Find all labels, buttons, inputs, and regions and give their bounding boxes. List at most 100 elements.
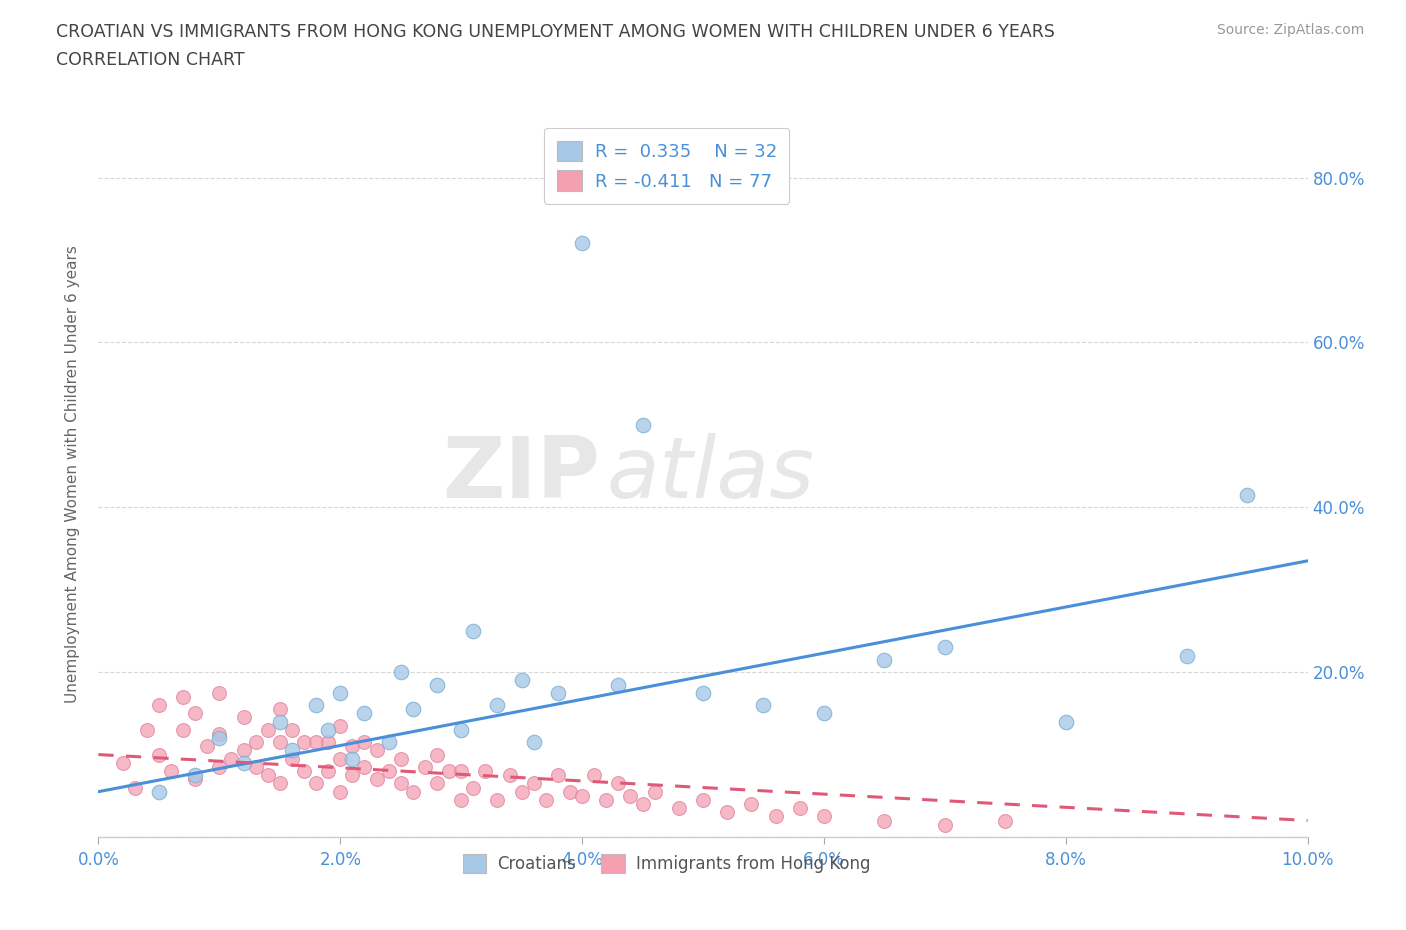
Point	[269, 776, 291, 790]
Point	[172, 689, 194, 704]
Point	[873, 652, 896, 667]
Point	[813, 809, 835, 824]
Point	[413, 760, 436, 775]
Point	[148, 784, 170, 799]
Point	[547, 768, 569, 783]
Legend: Croatians, Immigrants from Hong Kong: Croatians, Immigrants from Hong Kong	[456, 847, 877, 880]
Point	[342, 768, 364, 783]
Point	[631, 797, 654, 812]
Point	[316, 723, 339, 737]
Point	[571, 236, 593, 251]
Point	[595, 792, 617, 807]
Point	[256, 723, 278, 737]
Point	[498, 768, 520, 783]
Point	[232, 755, 254, 770]
Point	[221, 751, 243, 766]
Point	[1175, 648, 1198, 663]
Point	[692, 792, 714, 807]
Point	[269, 735, 291, 750]
Point	[692, 685, 714, 700]
Point	[184, 768, 207, 783]
Point	[353, 706, 375, 721]
Point	[426, 776, 449, 790]
Point	[366, 772, 388, 787]
Point	[305, 735, 328, 750]
Point	[631, 418, 654, 432]
Point	[329, 751, 352, 766]
Point	[316, 735, 339, 750]
Point	[245, 760, 267, 775]
Text: atlas: atlas	[606, 432, 814, 516]
Point	[389, 751, 412, 766]
Point	[873, 813, 896, 828]
Point	[402, 784, 425, 799]
Point	[1236, 487, 1258, 502]
Point	[366, 743, 388, 758]
Point	[208, 731, 231, 746]
Text: Source: ZipAtlas.com: Source: ZipAtlas.com	[1216, 23, 1364, 37]
Point	[195, 738, 218, 753]
Point	[353, 735, 375, 750]
Point	[316, 764, 339, 778]
Point	[934, 817, 956, 832]
Point	[450, 792, 472, 807]
Point	[619, 789, 641, 804]
Point	[329, 685, 352, 700]
Point	[510, 784, 533, 799]
Point	[269, 702, 291, 717]
Point	[740, 797, 762, 812]
Point	[160, 764, 183, 778]
Point	[486, 698, 509, 712]
Point	[450, 764, 472, 778]
Point	[486, 792, 509, 807]
Point	[523, 776, 546, 790]
Point	[292, 764, 315, 778]
Point	[668, 801, 690, 816]
Point	[124, 780, 146, 795]
Point	[208, 760, 231, 775]
Point	[765, 809, 787, 824]
Point	[437, 764, 460, 778]
Point	[534, 792, 557, 807]
Point	[813, 706, 835, 721]
Point	[583, 768, 606, 783]
Point	[426, 747, 449, 762]
Point	[571, 789, 593, 804]
Point	[184, 772, 207, 787]
Point	[389, 665, 412, 680]
Point	[329, 784, 352, 799]
Point	[377, 735, 399, 750]
Text: ZIP: ZIP	[443, 432, 600, 516]
Point	[547, 685, 569, 700]
Point	[402, 702, 425, 717]
Point	[644, 784, 666, 799]
Point	[510, 673, 533, 688]
Point	[329, 718, 352, 733]
Point	[245, 735, 267, 750]
Point	[934, 640, 956, 655]
Point	[184, 706, 207, 721]
Point	[426, 677, 449, 692]
Point	[232, 743, 254, 758]
Point	[305, 698, 328, 712]
Point	[450, 723, 472, 737]
Point	[377, 764, 399, 778]
Point	[1054, 714, 1077, 729]
Text: CORRELATION CHART: CORRELATION CHART	[56, 51, 245, 69]
Point	[281, 751, 304, 766]
Point	[716, 804, 738, 819]
Y-axis label: Unemployment Among Women with Children Under 6 years: Unemployment Among Women with Children U…	[65, 246, 80, 703]
Point	[208, 726, 231, 741]
Point	[558, 784, 581, 799]
Point	[281, 723, 304, 737]
Point	[389, 776, 412, 790]
Point	[111, 755, 134, 770]
Point	[292, 735, 315, 750]
Point	[353, 760, 375, 775]
Point	[148, 698, 170, 712]
Point	[994, 813, 1017, 828]
Point	[523, 735, 546, 750]
Point	[752, 698, 775, 712]
Point	[474, 764, 496, 778]
Point	[342, 738, 364, 753]
